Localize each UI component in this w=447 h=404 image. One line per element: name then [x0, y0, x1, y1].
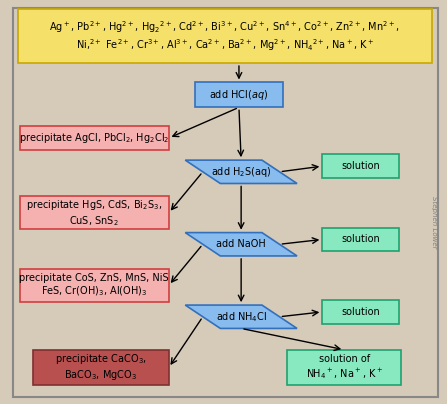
- FancyBboxPatch shape: [17, 9, 432, 63]
- Polygon shape: [185, 233, 297, 256]
- Text: Ag$^+$, Pb$^{2+}$, Hg$^{2+}$, Hg$_2$$^{2+}$, Cd$^{2+}$, Bi$^{3+}$, Cu$^{2+}$, Sn: Ag$^+$, Pb$^{2+}$, Hg$^{2+}$, Hg$_2$$^{2…: [49, 19, 400, 53]
- Text: precipitate CoS, ZnS, MnS, NiS
FeS, Cr(OH)$_3$, Al(OH)$_3$: precipitate CoS, ZnS, MnS, NiS FeS, Cr(O…: [20, 273, 169, 298]
- Polygon shape: [185, 160, 297, 183]
- FancyBboxPatch shape: [195, 82, 283, 107]
- Text: add H$_2$S(aq): add H$_2$S(aq): [211, 165, 271, 179]
- Text: Stephen Lower: Stephen Lower: [431, 196, 437, 248]
- Text: precipitate AgCl, PbCl$_2$, Hg$_2$Cl$_2$: precipitate AgCl, PbCl$_2$, Hg$_2$Cl$_2$: [19, 131, 169, 145]
- FancyBboxPatch shape: [20, 196, 169, 229]
- FancyBboxPatch shape: [322, 228, 399, 251]
- FancyBboxPatch shape: [322, 154, 399, 178]
- Text: precipitate CaCO$_3$,
BaCO$_3$, MgCO$_3$: precipitate CaCO$_3$, BaCO$_3$, MgCO$_3$: [55, 352, 147, 383]
- FancyBboxPatch shape: [20, 269, 169, 302]
- Text: add NH$_4$Cl: add NH$_4$Cl: [215, 310, 267, 324]
- FancyBboxPatch shape: [322, 300, 399, 324]
- FancyBboxPatch shape: [33, 350, 169, 385]
- Text: add NaOH: add NaOH: [216, 239, 266, 249]
- Text: add HCl$(aq)$: add HCl$(aq)$: [209, 88, 269, 102]
- Text: solution: solution: [341, 307, 380, 317]
- FancyBboxPatch shape: [20, 126, 169, 150]
- Polygon shape: [185, 305, 297, 328]
- Text: solution: solution: [341, 161, 380, 171]
- FancyBboxPatch shape: [287, 350, 401, 385]
- Text: solution of
NH$_4$$^+$, Na$^+$, K$^+$: solution of NH$_4$$^+$, Na$^+$, K$^+$: [306, 354, 383, 381]
- Text: precipitate HgS, CdS, Bi$_2$S$_3$,
CuS, SnS$_2$: precipitate HgS, CdS, Bi$_2$S$_3$, CuS, …: [26, 198, 162, 228]
- Text: solution: solution: [341, 234, 380, 244]
